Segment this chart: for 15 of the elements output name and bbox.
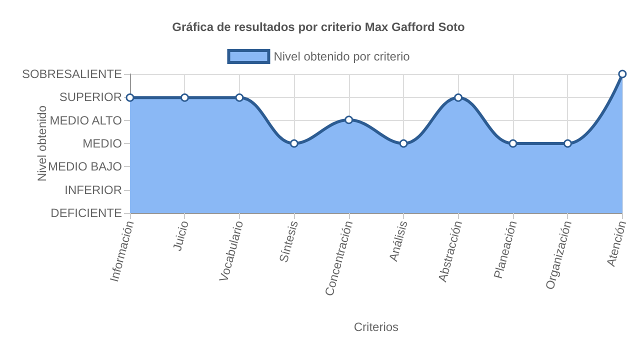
x-tick-label: Juicio — [170, 218, 192, 252]
category-label: MEDIO BAJO — [48, 160, 122, 174]
category-label: SOBRESALIENTE — [22, 67, 122, 81]
category-label: MEDIO — [82, 136, 122, 150]
category-label: DEFICIENTE — [50, 206, 122, 220]
legend-label: Nivel obtenido por criterio — [274, 50, 410, 64]
category-label: MEDIO ALTO — [50, 113, 122, 128]
category-label: INFERIOR — [64, 182, 122, 197]
category-label: SUPERIOR — [59, 90, 122, 104]
x-axis-title: Criterios — [354, 320, 399, 334]
y-axis-title: Nivel obtenido — [35, 105, 49, 182]
x-tick-label: Atención — [604, 219, 630, 268]
x-tick-label: Síntesis — [276, 219, 301, 264]
x-tick-label: Análisis — [386, 219, 410, 263]
chart-title: Gráfica de resultados por criterio Max Gafford Soto — [172, 20, 465, 34]
